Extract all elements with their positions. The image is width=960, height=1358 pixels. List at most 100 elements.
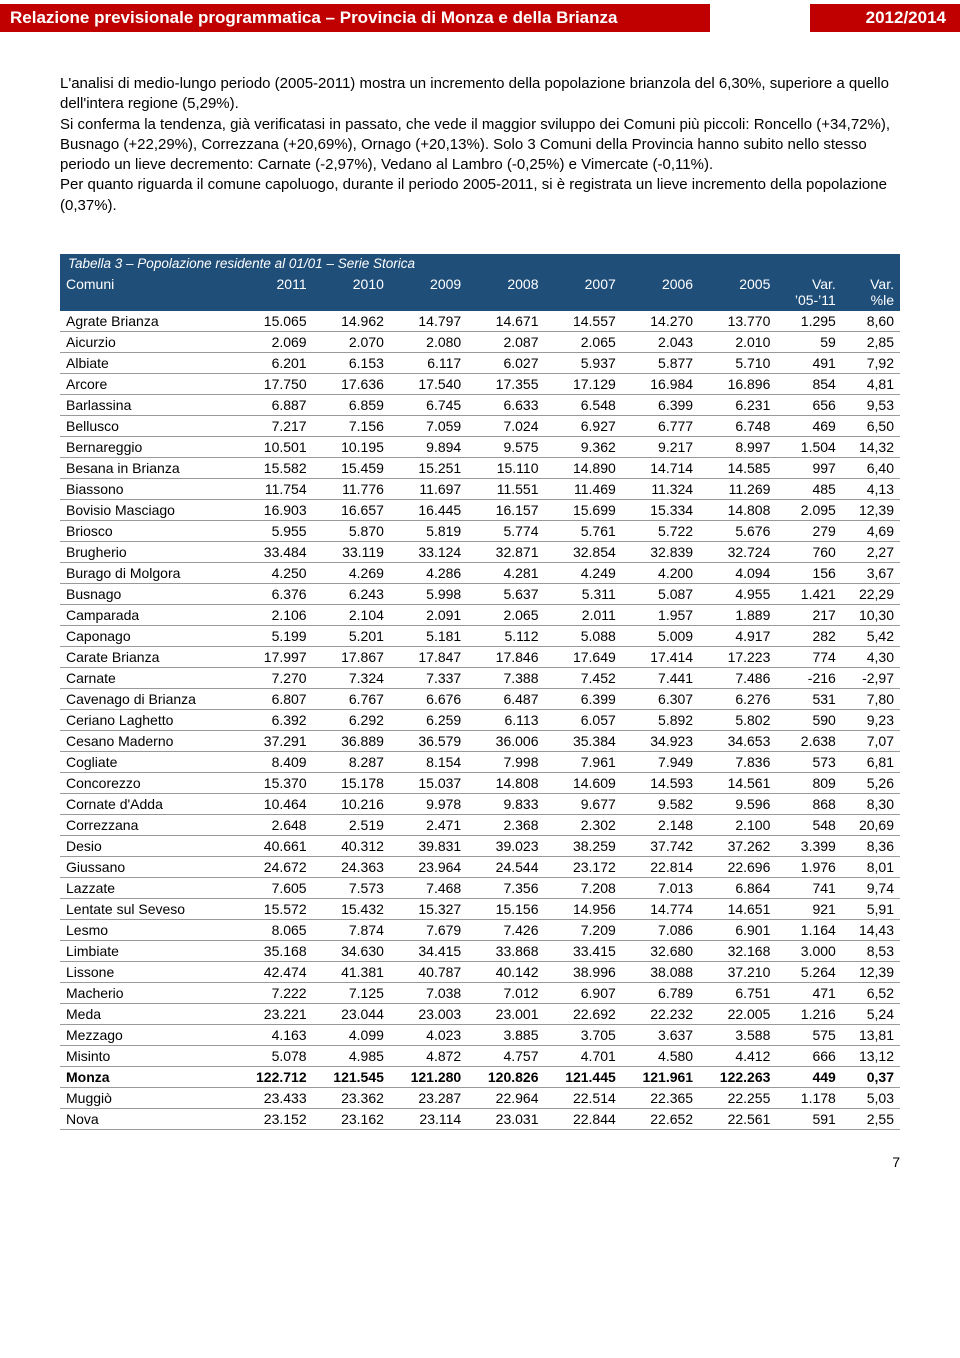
table-row: Monza122.712121.545121.280120.826121.445… [60,1066,900,1087]
value-cell: 14.593 [622,772,699,793]
value-cell: 23.114 [390,1108,467,1129]
value-cell: 7.874 [313,919,390,940]
value-cell: 573 [776,751,841,772]
value-cell: 9.362 [545,436,622,457]
value-cell: 15.572 [235,898,312,919]
value-cell: 156 [776,562,841,583]
value-cell: 17.846 [467,646,544,667]
value-cell: 7.024 [467,415,544,436]
value-cell: 33.124 [390,541,467,562]
value-cell: 12,39 [842,499,900,520]
value-cell: 5.955 [235,520,312,541]
value-cell: 14.962 [313,311,390,332]
table-row: Bellusco7.2177.1567.0597.0246.9276.7776.… [60,415,900,436]
comune-name: Muggiò [60,1087,235,1108]
value-cell: 4.917 [699,625,776,646]
value-cell: 7.013 [622,877,699,898]
value-cell: 2.011 [545,604,622,625]
value-cell: 23.964 [390,856,467,877]
value-cell: 7,92 [842,352,900,373]
comune-name: Bovisio Masciago [60,499,235,520]
comune-name: Monza [60,1066,235,1087]
value-cell: 40.142 [467,961,544,982]
value-cell: 6.807 [235,688,312,709]
value-cell: 14.561 [699,772,776,793]
value-cell: 9.582 [622,793,699,814]
value-cell: 5.819 [390,520,467,541]
table-row: Burago di Molgora4.2504.2694.2864.2814.2… [60,562,900,583]
value-cell: 6.392 [235,709,312,730]
value-cell: 2.648 [235,814,312,835]
value-cell: 5.676 [699,520,776,541]
table-row: Nova23.15223.16223.11423.03122.84422.652… [60,1108,900,1129]
value-cell: 37.742 [622,835,699,856]
value-cell: 37.291 [235,730,312,751]
value-cell: 6.927 [545,415,622,436]
value-cell: 34.653 [699,730,776,751]
value-cell: 23.172 [545,856,622,877]
comune-name: Barlassina [60,394,235,415]
value-cell: 16.657 [313,499,390,520]
value-cell: 14.609 [545,772,622,793]
column-header: 2011 [235,273,312,311]
value-cell: 1.164 [776,919,841,940]
table-row: Cogliate8.4098.2878.1547.9987.9617.9497.… [60,751,900,772]
value-cell: 7.038 [390,982,467,1003]
value-cell: 5.009 [622,625,699,646]
comune-name: Cogliate [60,751,235,772]
value-cell: 3.885 [467,1024,544,1045]
value-cell: 854 [776,373,841,394]
value-cell: 279 [776,520,841,541]
value-cell: 5.877 [622,352,699,373]
value-cell: 449 [776,1066,841,1087]
value-cell: 6.243 [313,583,390,604]
value-cell: 17.847 [390,646,467,667]
value-cell: 6.117 [390,352,467,373]
value-cell: 15.699 [545,499,622,520]
value-cell: 7.961 [545,751,622,772]
value-cell: 14.956 [545,898,622,919]
value-cell: 5,24 [842,1003,900,1024]
value-cell: 36.889 [313,730,390,751]
comune-name: Busnago [60,583,235,604]
value-cell: 4.250 [235,562,312,583]
comune-name: Cornate d'Adda [60,793,235,814]
value-cell: 11.469 [545,478,622,499]
value-cell: 5.802 [699,709,776,730]
value-cell: 121.961 [622,1066,699,1087]
value-cell: 2.070 [313,331,390,352]
value-cell: 3.000 [776,940,841,961]
value-cell: 11.697 [390,478,467,499]
table-body: Agrate Brianza15.06514.96214.79714.67114… [60,311,900,1130]
value-cell: 5,91 [842,898,900,919]
value-cell: 5.870 [313,520,390,541]
comune-name: Biassono [60,478,235,499]
table-row: Carate Brianza17.99717.86717.84717.84617… [60,646,900,667]
value-cell: 22,29 [842,583,900,604]
value-cell: 121.445 [545,1066,622,1087]
value-cell: 7.452 [545,667,622,688]
table-row: Lentate sul Seveso15.57215.43215.32715.1… [60,898,900,919]
value-cell: 6.399 [545,688,622,709]
value-cell: 23.433 [235,1087,312,1108]
value-cell: 14.890 [545,457,622,478]
table-row: Cesano Maderno37.29136.88936.57936.00635… [60,730,900,751]
value-cell: 1.957 [622,604,699,625]
value-cell: 5.892 [622,709,699,730]
comune-name: Cavenago di Brianza [60,688,235,709]
value-cell: 4,13 [842,478,900,499]
value-cell: 1.421 [776,583,841,604]
value-cell: 6.751 [699,982,776,1003]
value-cell: 3.588 [699,1024,776,1045]
value-cell: 15.334 [622,499,699,520]
comune-name: Misinto [60,1045,235,1066]
comune-name: Correzzana [60,814,235,835]
value-cell: 9.677 [545,793,622,814]
value-cell: 491 [776,352,841,373]
value-cell: 13.770 [699,311,776,332]
value-cell: 7,07 [842,730,900,751]
value-cell: 2.087 [467,331,544,352]
table-row: Ceriano Laghetto6.3926.2926.2596.1136.05… [60,709,900,730]
value-cell: 22.561 [699,1108,776,1129]
value-cell: 6.307 [622,688,699,709]
